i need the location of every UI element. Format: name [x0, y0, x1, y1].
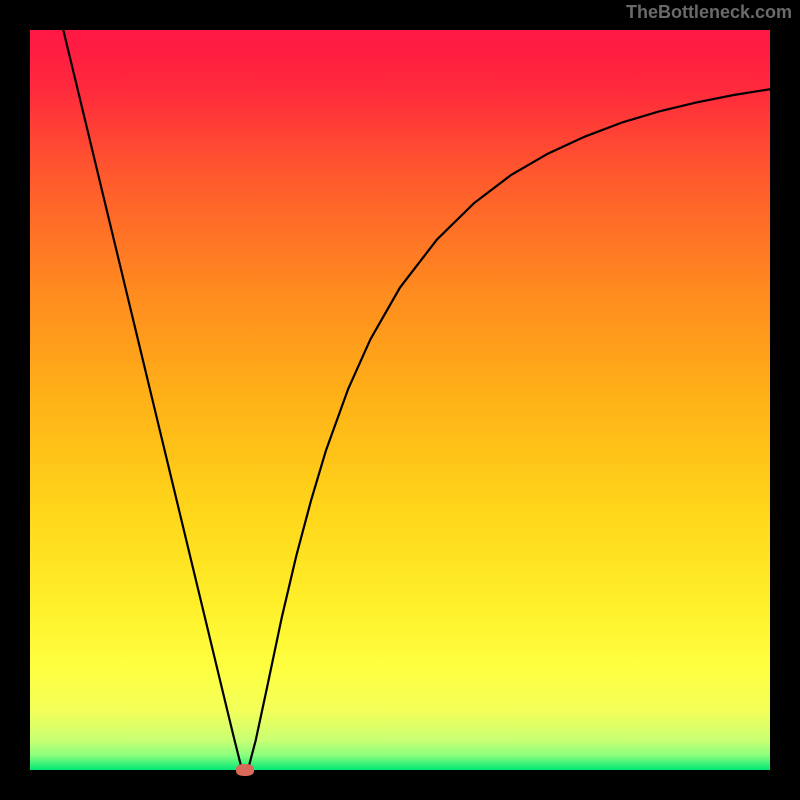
watermark-text: TheBottleneck.com: [626, 2, 792, 23]
curve-layer: [30, 30, 770, 770]
bottleneck-curve: [63, 30, 770, 770]
chart-container: TheBottleneck.com: [0, 0, 800, 800]
optimum-marker: [236, 764, 254, 776]
plot-area: [30, 30, 770, 770]
